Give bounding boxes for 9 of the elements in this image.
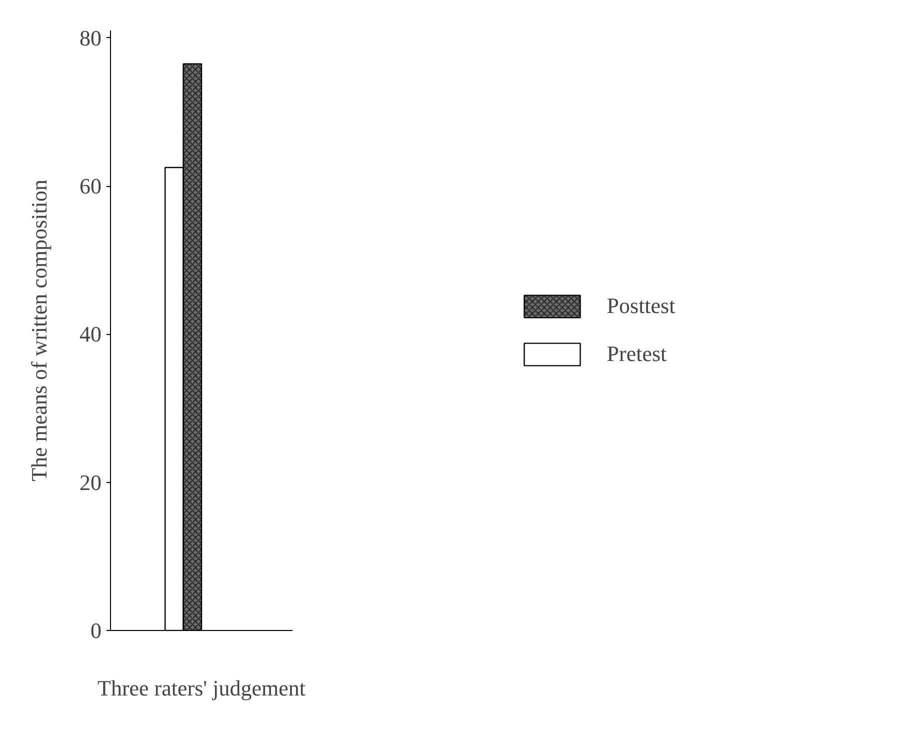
y-tick-label: 60 [80,174,102,199]
y-tick-label: 20 [80,470,102,495]
x-axis-title: Three raters' judgement [98,676,306,700]
legend-label: Pretest [606,341,667,367]
y-tick-label: 40 [80,322,102,347]
legend-label: Posttest [606,293,676,319]
y-tick-label: 80 [80,25,102,50]
y-tick-label: 0 [90,618,102,643]
y-axis-title: The means of written composition [26,180,52,482]
